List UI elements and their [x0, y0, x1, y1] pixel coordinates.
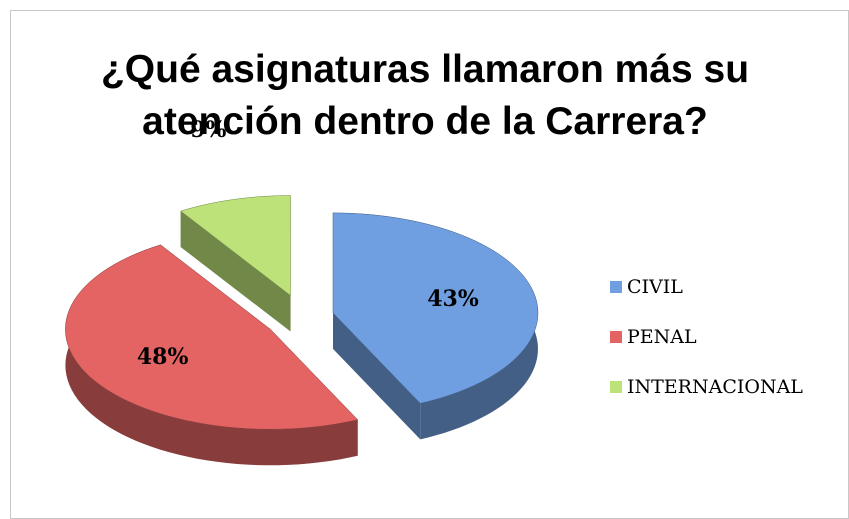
legend-label: PENAL: [627, 326, 697, 348]
slice-side: [65, 244, 358, 466]
legend-label: INTERNACIONAL: [627, 376, 803, 398]
data-label: 43%: [427, 286, 479, 312]
data-label: 48%: [137, 344, 189, 370]
legend-swatch: [610, 381, 622, 393]
slice-side: [332, 312, 421, 440]
slice: [65, 244, 359, 430]
slice: [332, 212, 539, 404]
legend-swatch: [610, 281, 622, 293]
slice: [180, 195, 291, 297]
data-label: 9%: [190, 117, 226, 143]
slice-side: [180, 211, 291, 332]
chart-title: ¿Qué asignaturas llamaron más su atenció…: [100, 48, 750, 143]
legend-label: CIVIL: [627, 276, 683, 298]
legend-swatch: [610, 331, 622, 343]
